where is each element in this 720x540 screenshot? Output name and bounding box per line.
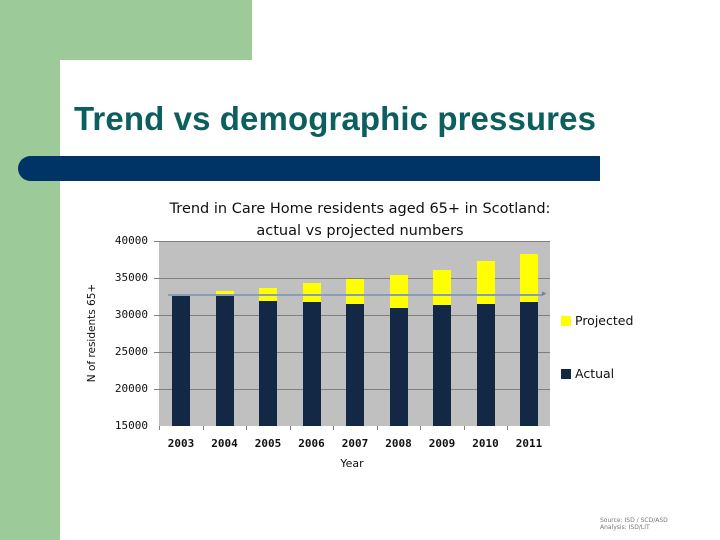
x-tick-label: 2009 bbox=[428, 437, 456, 450]
bar-projected-2011 bbox=[520, 254, 538, 303]
x-axis-tick-mark bbox=[420, 426, 421, 430]
reference-line bbox=[168, 294, 543, 296]
x-axis-tick-mark bbox=[159, 426, 160, 430]
chart-title: Trend in Care Home residents aged 65+ in… bbox=[120, 198, 600, 242]
bar-actual-2003 bbox=[172, 294, 190, 426]
y-tick-label: 25000 bbox=[114, 345, 148, 358]
bar-actual-2004 bbox=[215, 295, 234, 426]
bar-actual-2009 bbox=[433, 305, 451, 426]
chart-title-line-1: Trend in Care Home residents aged 65+ in… bbox=[169, 201, 551, 217]
x-tick-label: 2004 bbox=[211, 437, 238, 450]
gridline bbox=[154, 278, 550, 279]
x-axis-tick-mark bbox=[290, 426, 291, 430]
bar-actual-2005 bbox=[259, 300, 277, 426]
x-axis-tick-mark bbox=[377, 426, 378, 430]
source-footnote: Source: ISD / SCD/ASD Analysis: ISD/LIT bbox=[600, 517, 668, 531]
slide-title: Trend vs demographic pressures bbox=[74, 100, 597, 137]
bar-actual-2006 bbox=[302, 301, 321, 426]
footnote-line-1: Source: ISD / SCD/ASD bbox=[600, 517, 668, 524]
x-tick-label: 2011 bbox=[515, 437, 543, 450]
legend-swatch-projected bbox=[561, 315, 571, 326]
title-divider-bar bbox=[18, 156, 600, 181]
legend-label-projected: Projected bbox=[575, 313, 634, 328]
x-axis-tick-mark bbox=[464, 426, 465, 430]
gridline bbox=[154, 241, 550, 242]
x-axis-tick-mark bbox=[246, 426, 247, 430]
reference-arrow-icon: ▸ bbox=[542, 289, 547, 299]
x-axis-tick-mark bbox=[507, 426, 508, 430]
x-tick-label: 2007 bbox=[341, 437, 369, 450]
x-tick-label: 2005 bbox=[254, 437, 282, 450]
bar-projected-2004 bbox=[215, 290, 234, 296]
y-tick-label: 40000 bbox=[114, 234, 148, 247]
y-tick-label: 30000 bbox=[114, 308, 148, 321]
y-axis-label: N of residents 65+ bbox=[86, 283, 98, 383]
bar-actual-2008 bbox=[389, 307, 408, 426]
bar-projected-2010 bbox=[476, 260, 495, 304]
bar-projected-2008 bbox=[389, 275, 408, 308]
bar-actual-2011 bbox=[520, 302, 538, 426]
legend-swatch-actual bbox=[561, 368, 571, 379]
bar-projected-2006 bbox=[302, 283, 321, 302]
bar-actual-2007 bbox=[346, 303, 364, 426]
legend-item-projected: Projected bbox=[561, 313, 633, 328]
legend-label-actual: Actual bbox=[575, 366, 615, 381]
x-tick-label: 2003 bbox=[167, 437, 195, 450]
bar-actual-2010 bbox=[476, 303, 495, 426]
y-tick-label: 20000 bbox=[114, 382, 148, 395]
y-tick-label: 35000 bbox=[114, 271, 148, 284]
x-tick-label: 2006 bbox=[298, 437, 325, 450]
bar-projected-2007 bbox=[346, 278, 364, 304]
green-left-strip bbox=[0, 0, 60, 540]
legend-item-actual: Actual bbox=[561, 366, 614, 381]
x-axis-tick-mark bbox=[203, 426, 204, 430]
chart-title-line-2: actual vs projected numbers bbox=[256, 223, 464, 239]
bar-projected-2009 bbox=[433, 269, 451, 305]
footnote-line-2: Analysis: ISD/LIT bbox=[600, 524, 650, 531]
x-tick-label: 2010 bbox=[472, 437, 499, 450]
x-axis-tick-mark bbox=[333, 426, 334, 430]
y-tick-label: 15000 bbox=[114, 419, 148, 432]
x-axis-label: Year bbox=[340, 457, 364, 470]
x-tick-label: 2008 bbox=[385, 437, 412, 450]
